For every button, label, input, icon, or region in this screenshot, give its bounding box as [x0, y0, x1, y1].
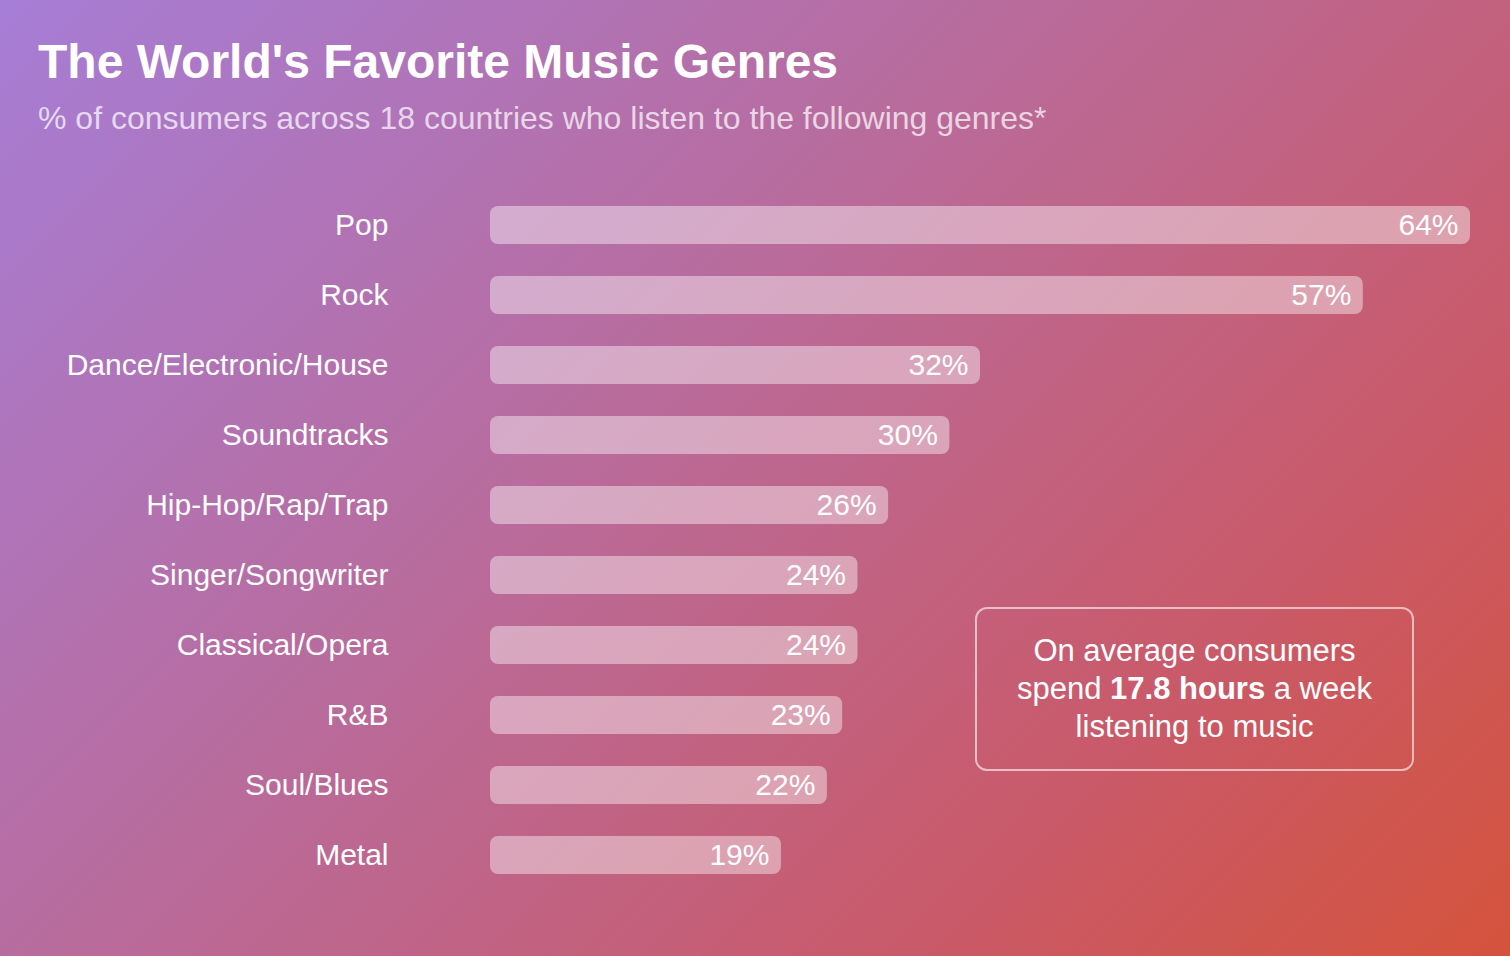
svg-text:Soul/Blues: Soul/Blues [245, 768, 388, 801]
svg-text:19%: 19% [709, 838, 769, 871]
svg-text:32%: 32% [908, 348, 968, 381]
svg-text:Singer/Songwriter: Singer/Songwriter [150, 558, 388, 591]
svg-text:24%: 24% [786, 628, 846, 661]
svg-text:57%: 57% [1291, 278, 1351, 311]
html-text:% of consumers across 18 count: % of consumers across 18 countries who l… [38, 100, 1047, 136]
svg-text:Metal: Metal [315, 838, 388, 871]
svg-text:Rock: Rock [320, 278, 389, 311]
svg-text:Pop: Pop [335, 208, 388, 241]
svg-text:30%: 30% [878, 418, 938, 451]
svg-text:Dance/Electronic/House: Dance/Electronic/House [67, 348, 389, 381]
html-text:The World's Favorite Music Gen: The World's Favorite Music Genres [38, 35, 839, 88]
svg-text:23%: 23% [771, 698, 831, 731]
svg-text:Soundtracks: Soundtracks [222, 418, 389, 451]
svg-text:Classical/Opera: Classical/Opera [177, 628, 389, 661]
svg-text:R&B: R&B [327, 698, 389, 731]
svg-text:24%: 24% [786, 558, 846, 591]
html-text:On average consumers spend 17.: On average consumers spend 17.8 hours a … [1017, 633, 1372, 744]
svg-text:64%: 64% [1398, 208, 1458, 241]
svg-text:Hip-Hop/Rap/Trap: Hip-Hop/Rap/Trap [146, 488, 388, 521]
svg-text:22%: 22% [755, 768, 815, 801]
svg-text:26%: 26% [817, 488, 877, 521]
